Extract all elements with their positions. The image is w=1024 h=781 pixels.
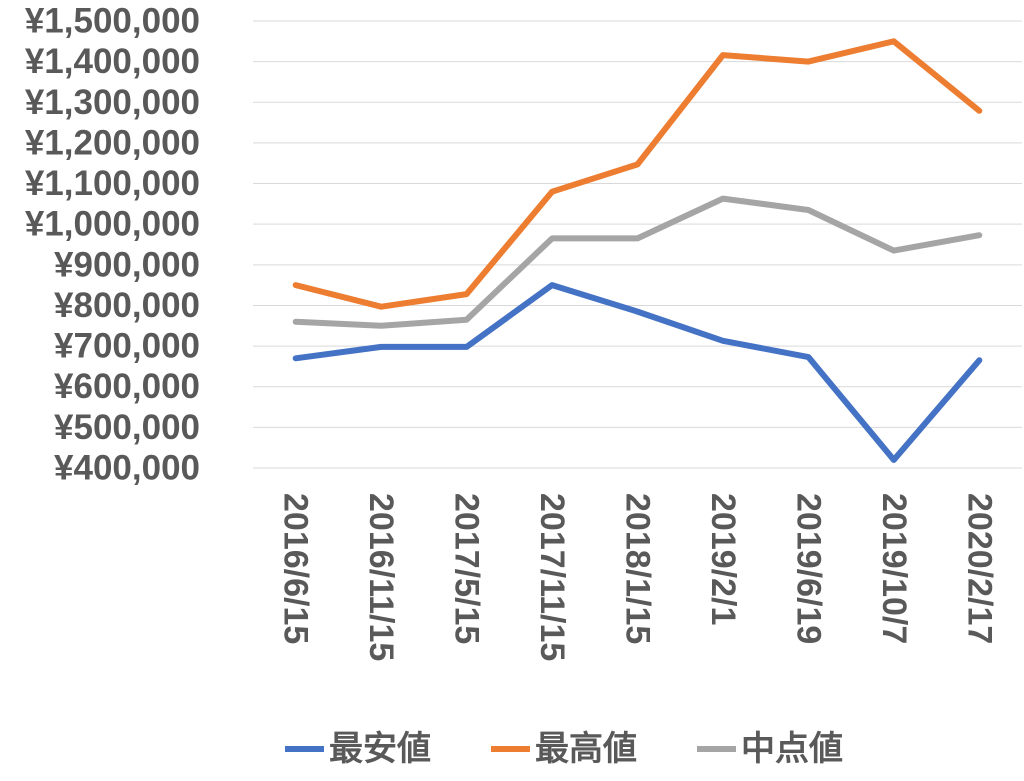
- y-tick-label: ¥600,000: [54, 367, 200, 406]
- series-line-0: [292, 282, 983, 463]
- y-tick-label: ¥1,400,000: [25, 42, 200, 81]
- y-tick-label: ¥400,000: [54, 449, 200, 488]
- y-tick-label: ¥1,200,000: [25, 123, 200, 162]
- series-line-2: [292, 195, 983, 329]
- y-tick-label: ¥700,000: [54, 327, 200, 366]
- legend-label: 中点値: [741, 729, 843, 769]
- x-tick-label: 2018/1/15: [619, 493, 657, 644]
- y-tick-label: ¥500,000: [54, 408, 200, 447]
- x-axis-tick-labels: 2016/6/15 2016/11/15 2017/5/15 2017/11/15 20…: [277, 493, 999, 661]
- legend: 最安値 最高値 中点値: [285, 729, 843, 769]
- legend-label: 最安値: [329, 729, 431, 769]
- x-tick-label: 2019/2/1: [704, 493, 742, 625]
- x-tick-label: 2019/10/7: [875, 493, 913, 644]
- x-tick-label: 2016/11/15: [362, 493, 400, 661]
- x-tick-label: 2019/6/19: [789, 493, 827, 644]
- series-lines: [292, 38, 983, 463]
- y-tick-label: ¥1,000,000: [25, 205, 200, 244]
- y-tick-label: ¥1,100,000: [25, 164, 200, 203]
- y-axis-tick-labels: ¥400,000¥500,000¥600,000¥700,000¥800,000…: [25, 2, 200, 488]
- x-tick-label: 2017/11/15: [533, 493, 571, 661]
- y-tick-label: ¥1,300,000: [25, 83, 200, 122]
- x-tick-label: 2017/5/15: [448, 493, 486, 644]
- legend-label: 最高値: [535, 729, 637, 769]
- y-tick-label: ¥800,000: [54, 286, 200, 325]
- y-tick-label: ¥900,000: [54, 245, 200, 284]
- gridlines: [253, 20, 1022, 469]
- y-tick-label: ¥1,500,000: [25, 2, 200, 41]
- x-tick-label: 2020/2/17: [960, 493, 998, 644]
- x-tick-label: 2016/6/15: [277, 493, 315, 644]
- series-line-1: [292, 38, 983, 310]
